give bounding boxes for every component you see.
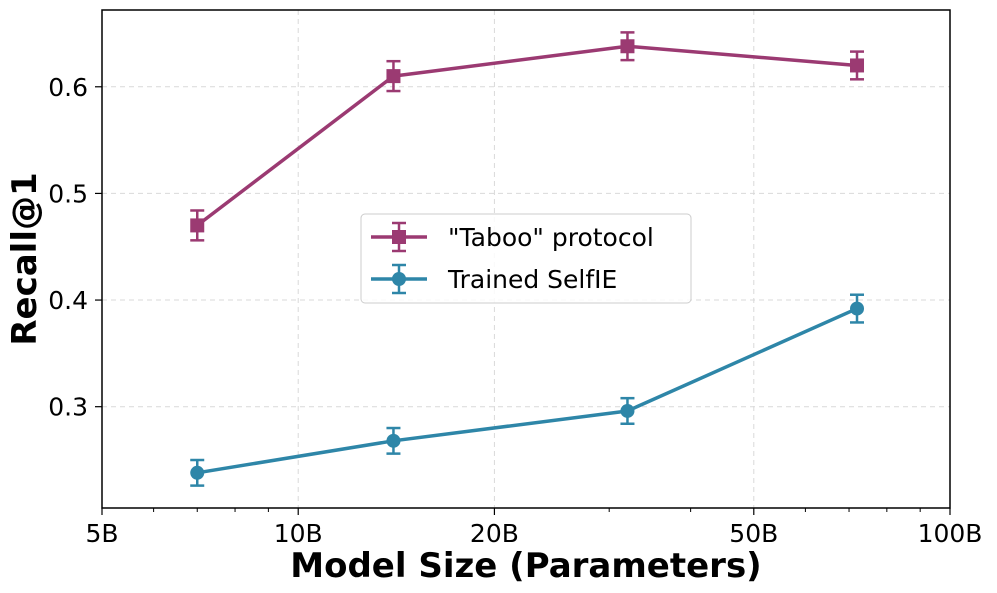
x-axis-title: Model Size (Parameters) <box>290 546 761 586</box>
data-point <box>386 69 401 84</box>
legend-box <box>360 213 692 304</box>
series-line <box>196 306 858 475</box>
y-tick-label: 0.6 <box>48 73 88 102</box>
x-tick-label: 5B <box>85 519 118 548</box>
data-point <box>386 433 401 448</box>
data-point <box>190 218 205 233</box>
legend-marker <box>392 272 406 286</box>
data-point <box>620 403 635 418</box>
data-point <box>850 58 865 73</box>
x-tick-label: 100B <box>918 519 983 548</box>
series-layer <box>190 31 865 487</box>
legend-entry: Trained SelfIE <box>371 263 617 295</box>
grid-lines <box>102 10 950 508</box>
plot-frame <box>101 9 951 509</box>
data-point <box>850 301 865 316</box>
axis-ticks: 5B 10B 20B 50B 100B 0.3 0.4 0.5 0.6 <box>48 73 982 548</box>
data-point <box>190 465 205 480</box>
legend-marker <box>392 230 406 244</box>
x-tick-label: 20B <box>470 519 519 548</box>
y-tick-label: 0.3 <box>48 393 88 422</box>
legend-label: Trained SelfIE <box>447 265 617 294</box>
x-tick-label: 10B <box>274 519 323 548</box>
series-line <box>196 44 858 227</box>
y-tick-label: 0.5 <box>48 179 88 208</box>
legend-entry: "Taboo" protocol <box>371 221 654 253</box>
series-2 <box>190 293 865 487</box>
legend: "Taboo" protocol Trained SelfIE <box>360 213 692 304</box>
legend-label: "Taboo" protocol <box>448 223 654 252</box>
y-tick-label: 0.4 <box>48 286 88 315</box>
data-point <box>620 39 635 54</box>
y-axis-title: Recall@1 <box>5 172 45 345</box>
x-tick-label: 50B <box>729 519 778 548</box>
series-1 <box>190 31 865 242</box>
